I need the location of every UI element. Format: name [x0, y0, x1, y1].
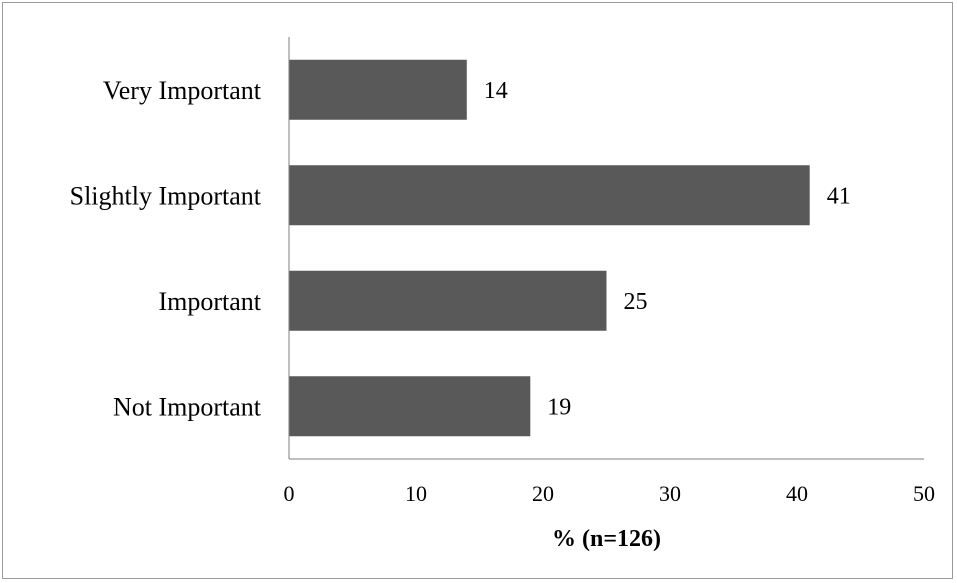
x-tick-label: 50 [913, 481, 935, 506]
category-label: Important [158, 287, 261, 316]
data-label: 41 [827, 183, 851, 209]
category-label: Very Important [103, 76, 262, 105]
bar [289, 59, 467, 120]
bar [289, 165, 810, 226]
x-axis-title: % (n=126) [552, 526, 661, 552]
bar [289, 270, 607, 331]
x-tick-label: 30 [659, 481, 681, 506]
x-tick-label: 0 [284, 481, 295, 506]
value-labels-group: 14 41 25 19 [484, 78, 851, 421]
data-label: 19 [547, 394, 571, 420]
category-labels-group: Very Important Slightly Important Importan… [70, 76, 262, 422]
bars-group [289, 59, 810, 437]
data-label: 14 [484, 78, 508, 104]
category-label: Slightly Important [70, 181, 262, 210]
category-label: Not Important [113, 392, 262, 421]
data-label: 25 [624, 289, 648, 315]
x-tick-label: 40 [786, 481, 808, 506]
x-tick-label: 20 [532, 481, 554, 506]
x-ticks-group: 0 10 20 30 40 50 [284, 481, 936, 506]
bar [289, 376, 531, 437]
x-tick-label: 10 [405, 481, 427, 506]
